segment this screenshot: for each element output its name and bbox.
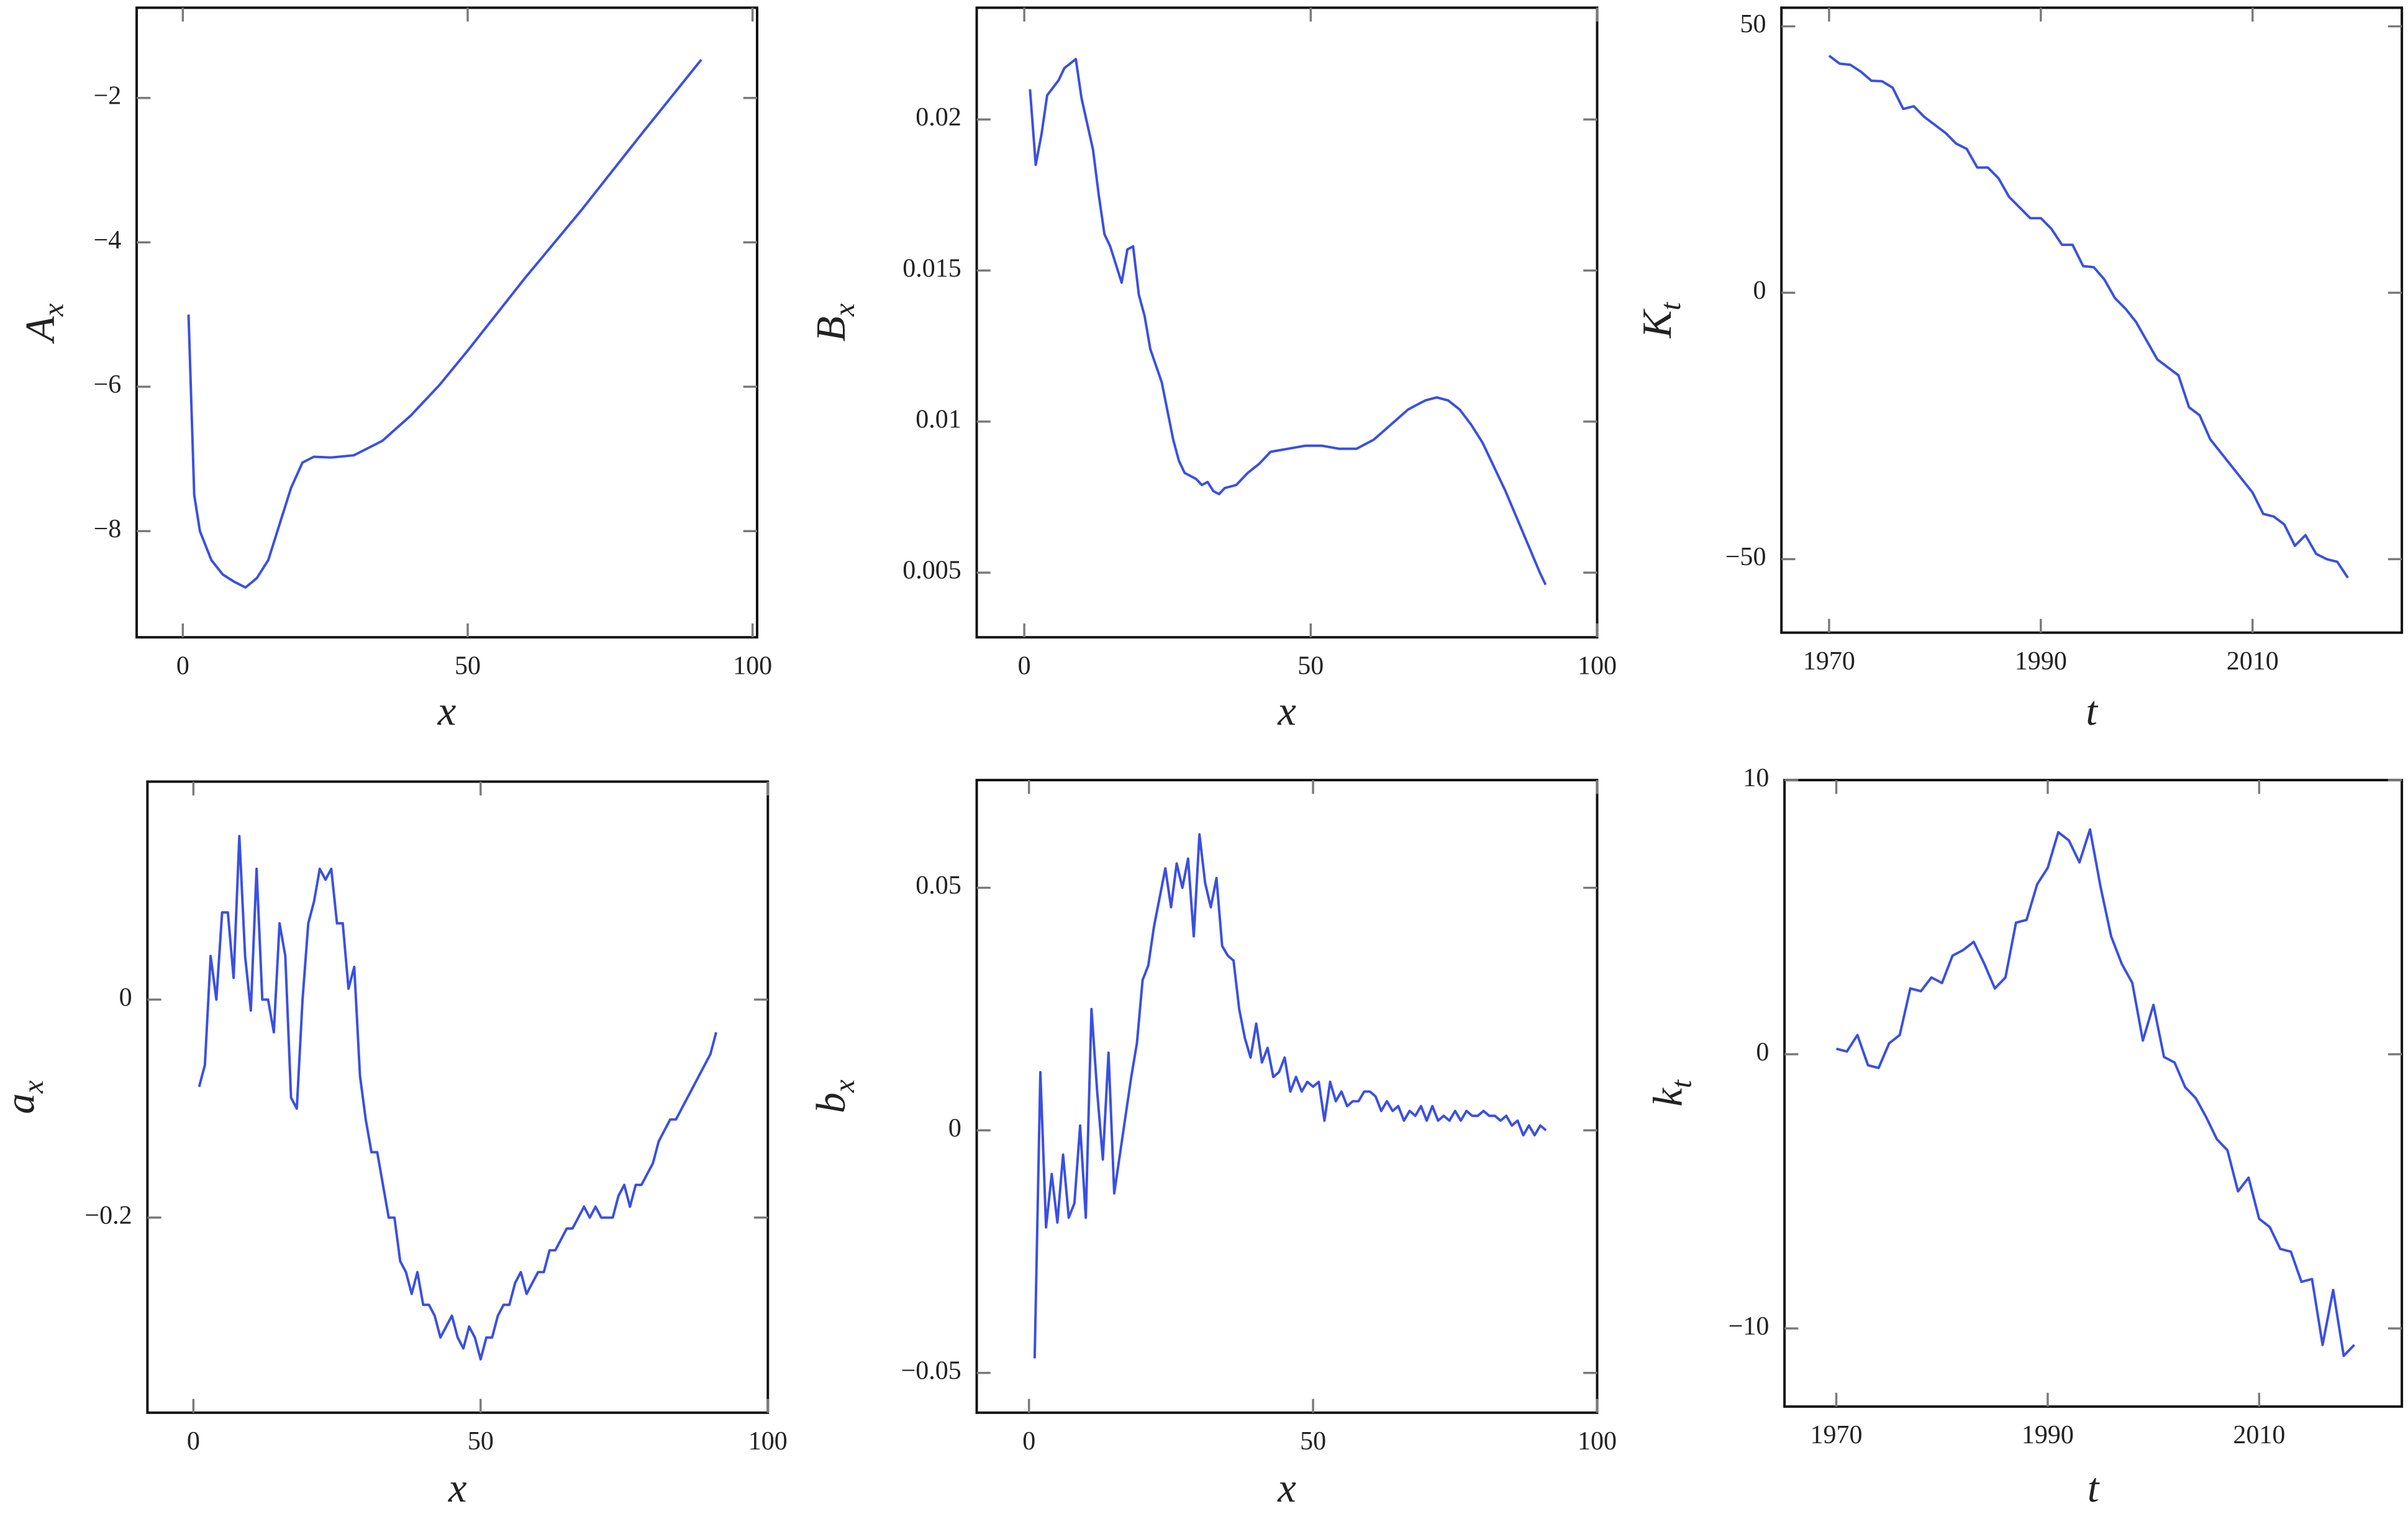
y-axis-label-sub: t [1655,302,1687,311]
x-tick-label: 50 [1300,1427,1326,1456]
plot-frame [1780,6,2404,634]
y-tick-label: −0.2 [84,1201,132,1230]
y-axis-label: bx [809,1079,861,1113]
x-tick-label: 0 [1018,651,1031,680]
y-tick-label: −10 [1729,1312,1770,1341]
y-tick-label: −8 [94,515,122,543]
data-line [1029,58,1547,586]
plot-frame [975,6,1599,639]
y-tick-label: 10 [1743,764,1769,792]
plot-frame [975,779,1599,1414]
y-tick-label: 0 [948,1114,961,1143]
x-tick-label: 1990 [2015,647,2067,676]
x-axis-label: t [2088,1466,2100,1511]
data-line [198,835,717,1361]
data-line [1033,833,1547,1359]
x-tick-label: 50 [468,1427,494,1456]
x-axis-label: x [437,689,457,734]
x-tick-label: 100 [1578,1427,1617,1456]
y-axis-label-main: K [1635,308,1680,338]
x-axis-label: x [1277,689,1296,734]
y-tick-label: 0 [119,983,132,1012]
y-axis-label-sub: x [829,1079,861,1093]
x-tick-label: 1970 [1811,1421,1863,1449]
y-axis-label-main: a [0,1093,43,1113]
x-tick-label: 2010 [2227,647,2279,676]
y-axis-label-sub: x [17,1080,50,1094]
x-tick-label: 100 [748,1427,788,1456]
y-axis-label-sub: t [1665,1079,1697,1088]
y-axis-label: Ax [18,303,70,344]
x-axis-label: t [2086,689,2098,734]
y-axis-label: kt [1645,1079,1697,1107]
plot-frame [135,6,758,639]
x-tick-label: 50 [455,651,481,680]
x-tick-label: 0 [187,1427,200,1456]
x-tick-label: 0 [176,651,189,680]
y-axis-label-sub: x [37,303,70,317]
y-tick-label: 0.05 [915,871,961,900]
x-tick-label: 1970 [1803,647,1855,676]
y-tick-label: 0 [1753,276,1766,305]
x-axis-label: x [1277,1466,1296,1511]
x-tick-label: 2010 [2233,1421,2285,1449]
y-tick-label: 50 [1740,10,1766,39]
y-tick-label: 0.01 [915,406,961,434]
y-axis-label-main: b [809,1092,854,1113]
y-axis-label-sub: x [829,303,861,317]
y-tick-label: 0 [1756,1038,1769,1066]
x-tick-label: 50 [1297,651,1324,680]
y-tick-label: 0.02 [915,103,961,132]
y-axis-label-main: k [1645,1087,1691,1107]
plot-frame [146,780,770,1414]
plot-frame [1783,779,2404,1408]
y-axis-label: Bx [809,303,861,342]
y-tick-label: −6 [94,370,122,399]
y-axis-label-main: B [809,316,854,342]
x-axis-label: x [448,1466,467,1511]
y-tick-label: −50 [1725,543,1766,571]
y-tick-label: −2 [94,81,122,110]
data-line [1828,55,2349,579]
y-axis-label: Kt [1635,302,1687,339]
y-tick-label: −0.05 [901,1356,961,1385]
x-tick-label: 100 [1578,651,1617,680]
y-tick-label: 0.005 [902,556,961,585]
y-axis-label-main: A [18,316,63,344]
x-tick-label: 1990 [2022,1421,2074,1449]
y-tick-label: −4 [94,226,122,255]
data-line [187,58,702,589]
y-axis-label: ax [0,1080,50,1113]
data-line [1836,828,2355,1358]
y-tick-label: 0.015 [902,254,961,283]
x-tick-label: 0 [1022,1427,1035,1456]
x-tick-label: 100 [733,651,772,680]
